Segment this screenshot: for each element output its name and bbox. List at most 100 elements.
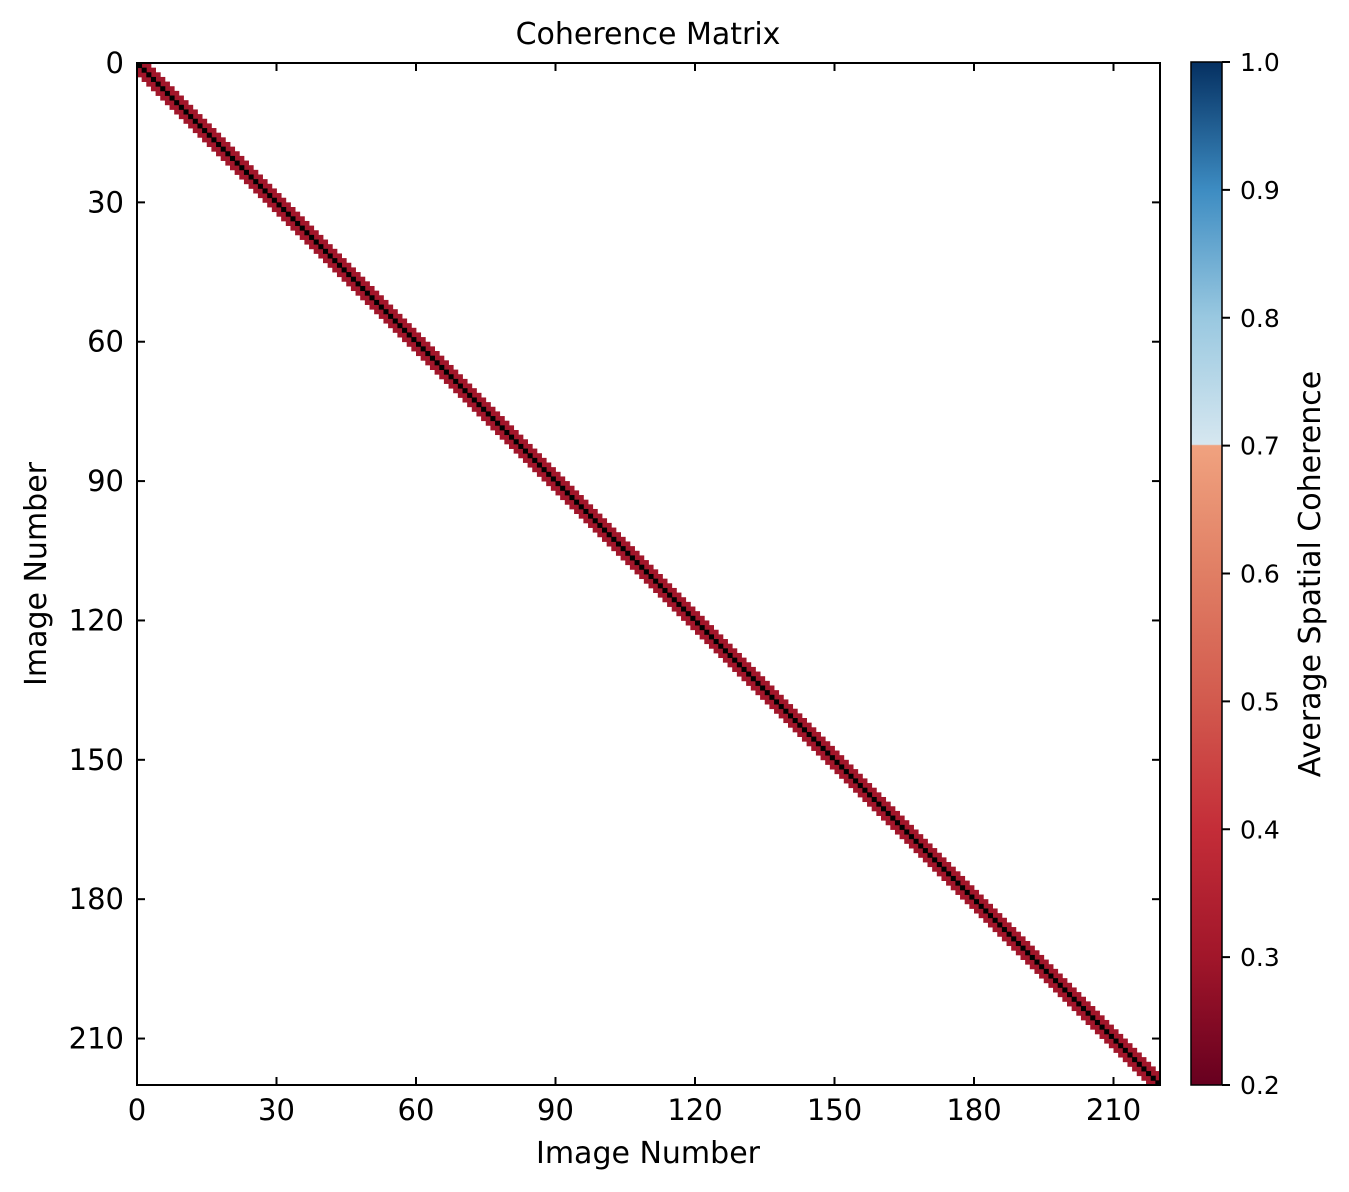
heatmap-cell [932,862,938,868]
heatmap-cell [1080,1010,1086,1016]
heatmap-cell [323,248,329,254]
heatmap-cell [355,276,361,282]
heatmap-cell [760,694,766,700]
heatmap-cell [927,862,933,868]
heatmap-cell [239,155,245,161]
heatmap-cell [862,783,868,789]
heatmap-cell [783,708,789,714]
colorbar-tick-label: 0.6 [1240,560,1280,589]
heatmap-cell [606,541,612,547]
heatmap-cell [867,801,873,807]
heatmap-cell [485,416,491,422]
heatmap-cell [992,913,998,919]
heatmap-cell [471,402,477,408]
heatmap-cell [1136,1066,1142,1072]
heatmap-cell [736,671,742,677]
heatmap-cell [941,871,947,877]
heatmap-cell [239,165,245,171]
heatmap-cell [1141,1066,1147,1072]
heatmap-cell [769,704,775,710]
heatmap-cell [178,100,184,106]
heatmap-cell [457,383,463,389]
heatmap-cell [932,866,938,872]
heatmap-cell [778,694,784,700]
heatmap-cell [1039,964,1045,970]
heatmap-cell [392,309,398,315]
heatmap-cell [1043,959,1049,965]
heatmap-cell [1080,996,1086,1002]
heatmap-cell [955,885,961,891]
heatmap-cell [1122,1038,1128,1044]
heatmap-cell [839,755,845,761]
heatmap-cell [481,402,487,408]
heatmap-cell [857,787,863,793]
heatmap-cell [192,114,198,120]
heatmap-cell [746,666,752,672]
heatmap-cell [1048,982,1054,988]
heatmap-cell [695,611,701,617]
heatmap-cell [336,262,342,268]
heatmap-cell [499,429,505,436]
heatmap-cell [904,834,910,840]
heatmap-cell [183,118,189,124]
heatmap-cell [625,560,631,566]
heatmap-cell [323,244,329,250]
heatmap-cell [955,871,961,877]
heatmap-cell [397,313,403,319]
heatmap-cell [713,643,719,649]
heatmap-cell [867,792,873,798]
heatmap-cell [676,597,682,603]
heatmap-cell [946,866,952,872]
heatmap-cell [360,290,366,296]
heatmap-cell [206,132,212,138]
heatmap-cell [732,657,738,663]
heatmap-cell [732,648,738,654]
heatmap-cell [643,578,649,584]
heatmap-cell [160,81,166,87]
heatmap-cell [778,699,784,705]
heatmap-cell [532,457,538,463]
heatmap-cell [769,694,775,700]
heatmap-cell [857,792,863,798]
heatmap-cell [467,397,473,403]
heatmap-cell [922,857,928,863]
heatmap-cell [811,745,817,751]
heatmap-cell [295,230,301,236]
heatmap-cell [467,402,473,408]
heatmap-cell [574,508,580,515]
heatmap-cell [1094,1029,1100,1035]
heatmap-cell [639,560,645,566]
heatmap-cell [253,183,259,189]
heatmap-cell [1094,1010,1100,1016]
heatmap-cell [908,838,914,844]
heatmap-cell [169,90,175,96]
heatmap-cell [220,146,226,152]
heatmap-cell [960,880,966,886]
heatmap-cell [420,355,426,361]
heatmap-cell [504,439,510,445]
heatmap-cell [462,388,468,394]
heatmap-cell [955,889,961,895]
heatmap-cell [867,787,873,793]
heatmap-cell [722,648,728,654]
heatmap-cell [429,355,435,361]
heatmap-cell [764,690,770,696]
heatmap-cell [406,337,412,343]
heatmap-cell [629,555,635,561]
heatmap-cell [467,383,473,389]
heatmap-cell [788,713,794,719]
heatmap-cell [578,495,584,501]
heatmap-cell [1043,973,1049,979]
heatmap-cell [313,234,319,240]
heatmap-cell [239,169,245,175]
heatmap-cell [341,276,347,282]
heatmap-cell [546,476,552,482]
heatmap-cell [667,587,673,593]
heatmap-cell [174,100,180,106]
heatmap-cell [341,267,347,273]
heatmap-cell [983,899,989,905]
heatmap-cell [429,351,435,357]
heatmap-cell [532,453,538,459]
heatmap-cell [1076,992,1082,998]
heatmap-cell [825,741,831,747]
